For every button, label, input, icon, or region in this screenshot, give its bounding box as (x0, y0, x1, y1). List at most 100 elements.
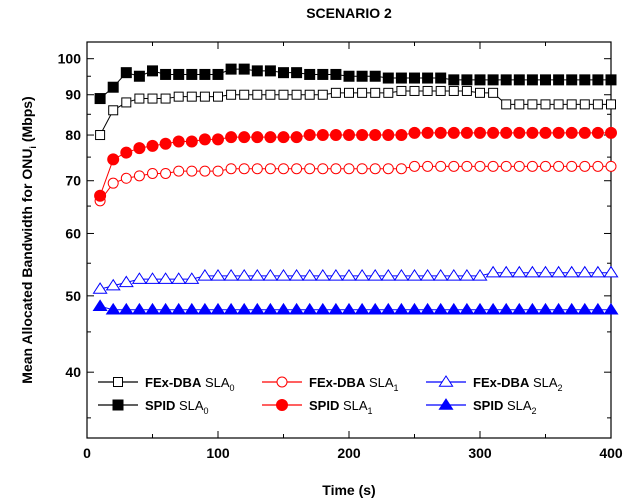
data-point (446, 302, 462, 315)
data-point (330, 87, 341, 98)
data-point (251, 131, 264, 144)
data-point (304, 163, 316, 175)
data-point (291, 163, 303, 175)
data-point (264, 163, 276, 175)
series-2 (92, 265, 619, 294)
data-point (566, 160, 578, 172)
data-point (485, 265, 501, 278)
data-point (158, 302, 174, 315)
data-point (537, 265, 554, 278)
data-point (406, 268, 423, 281)
data-point (316, 129, 329, 142)
data-point (302, 302, 318, 315)
data-point (553, 74, 565, 86)
data-point (564, 265, 580, 278)
data-point (433, 302, 449, 315)
data-point (474, 160, 486, 172)
data-point (380, 268, 396, 281)
data-point (275, 302, 292, 315)
series-1 (94, 160, 617, 207)
data-point (354, 268, 370, 281)
legend-item: SPID SLA2 (426, 398, 537, 416)
data-point (514, 99, 525, 110)
data-point (223, 302, 239, 315)
data-point (605, 126, 617, 139)
data-point (539, 126, 552, 139)
data-point (212, 133, 224, 146)
data-point (225, 163, 237, 175)
data-point (92, 282, 108, 294)
data-point (133, 70, 145, 82)
y-tick-label: 60 (65, 225, 81, 241)
data-point (590, 302, 606, 315)
data-point (275, 268, 292, 281)
data-point (118, 302, 134, 315)
data-point (329, 129, 342, 142)
legend-marker (276, 376, 288, 388)
data-point (252, 89, 263, 100)
data-point (605, 74, 617, 86)
data-point (395, 129, 408, 142)
data-point (131, 302, 147, 315)
data-point (277, 131, 290, 144)
data-point (511, 265, 527, 278)
data-point (513, 160, 525, 172)
data-point (343, 70, 355, 82)
data-point (460, 126, 473, 139)
data-point (315, 302, 331, 315)
legend-marker (113, 377, 123, 387)
data-point (210, 302, 226, 315)
data-point (186, 165, 198, 177)
data-point (262, 268, 278, 281)
data-point (344, 87, 354, 98)
legend-marker (438, 375, 454, 387)
data-point (472, 268, 488, 281)
series-3 (94, 63, 617, 105)
data-point (422, 85, 433, 96)
data-point (107, 177, 119, 189)
data-point (262, 302, 278, 315)
data-point (239, 89, 250, 100)
data-point (579, 74, 591, 86)
data-point (160, 68, 172, 80)
data-point (147, 167, 158, 179)
data-point (475, 87, 485, 98)
data-point (289, 268, 305, 281)
series-5 (92, 299, 619, 315)
data-point (330, 163, 342, 175)
y-axis-label-main: Mean Allocated Bandwidth for ONU (19, 149, 35, 384)
data-point (500, 160, 512, 172)
y-tick-label: 80 (65, 127, 81, 143)
data-point (304, 89, 315, 100)
data-point (421, 126, 434, 139)
data-point (540, 99, 551, 110)
data-point (184, 272, 200, 284)
legend-item: FEx-DBA SLA2 (426, 375, 563, 393)
data-point (498, 265, 514, 278)
data-point (527, 99, 538, 110)
data-point (606, 99, 616, 110)
legend-label: FEx-DBA SLA1 (309, 375, 399, 393)
data-point (249, 268, 265, 281)
data-point (448, 85, 459, 96)
data-point (264, 65, 276, 77)
data-point (367, 302, 383, 315)
data-point (367, 268, 383, 281)
y-axis-label-unit: (Mbps) (19, 96, 35, 146)
data-point (94, 93, 106, 105)
data-point (447, 126, 460, 139)
data-point (540, 74, 551, 86)
data-point (422, 160, 434, 172)
data-point (553, 99, 564, 110)
data-point (249, 302, 265, 315)
data-point (474, 74, 486, 86)
data-point (435, 72, 447, 84)
data-point (500, 126, 513, 139)
data-point (382, 129, 395, 142)
data-point (356, 70, 368, 82)
data-point (472, 302, 488, 315)
data-point (173, 165, 185, 177)
data-point (526, 126, 539, 139)
legend-marker (276, 399, 288, 411)
data-point (566, 74, 578, 86)
